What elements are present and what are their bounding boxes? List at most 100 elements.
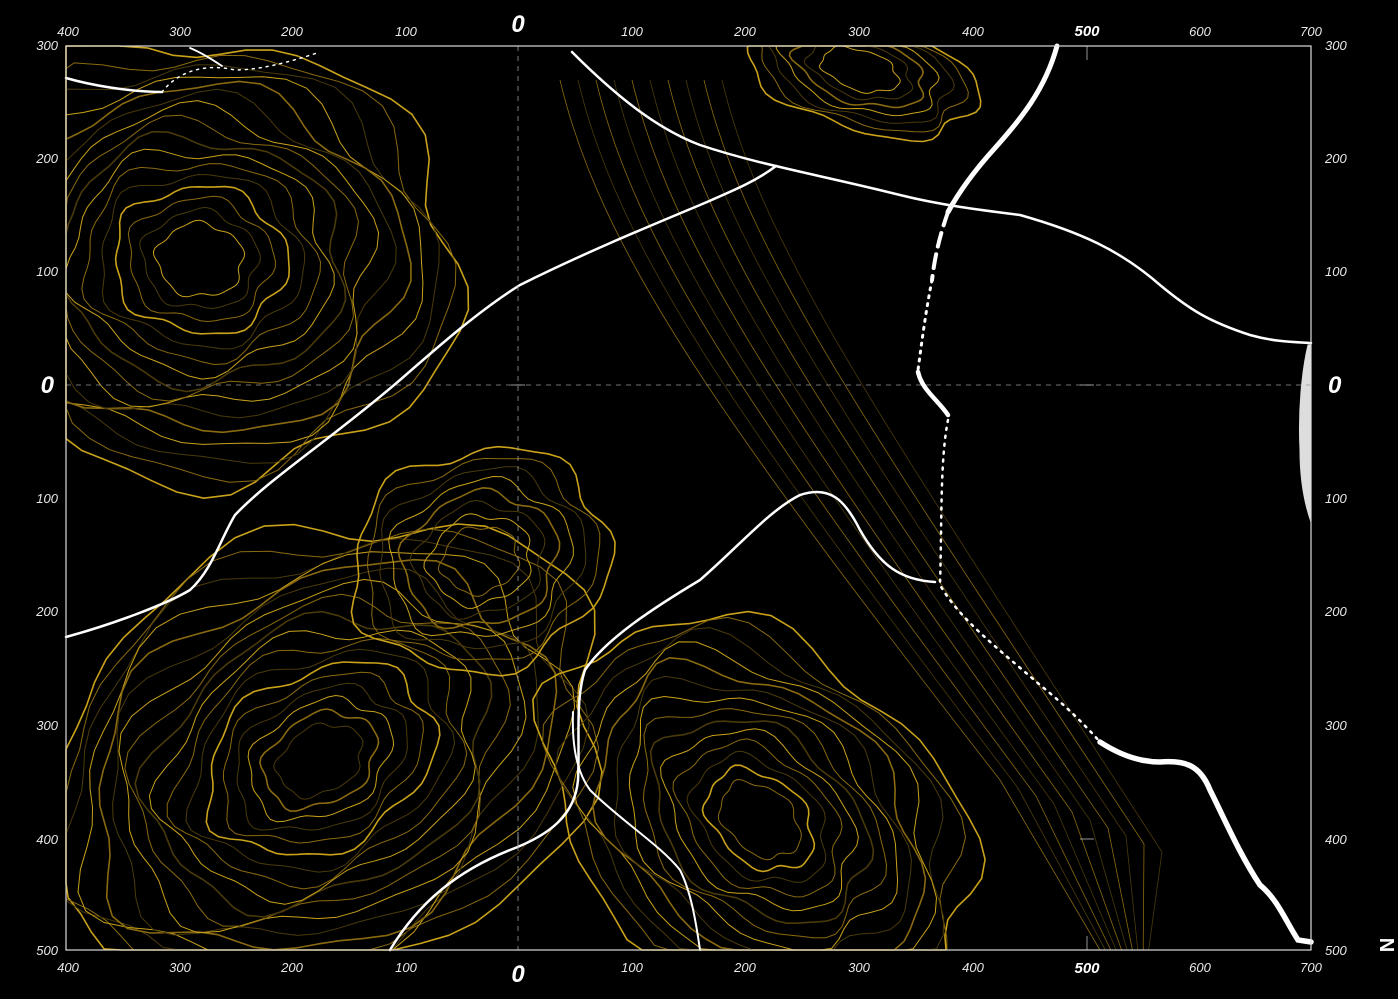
bottom-tick-10: 600 <box>1189 960 1211 975</box>
contour-line <box>803 45 914 101</box>
right-tick-2: 100 <box>1325 264 1347 279</box>
top-tick-6: 200 <box>733 24 756 39</box>
slope-line <box>559 79 1101 951</box>
grid-ticks <box>511 46 1094 950</box>
bottom-tick-8: 400 <box>962 960 984 975</box>
contour-line <box>124 593 511 927</box>
grid <box>66 46 1311 950</box>
top-tick-9: 500 <box>1074 23 1100 40</box>
contour-line <box>701 764 816 873</box>
slope-line <box>649 79 1128 951</box>
slope-line <box>703 79 1145 951</box>
contour-line <box>65 523 603 951</box>
map-frame <box>65 45 1312 951</box>
right-tick-4: 100 <box>1325 491 1347 506</box>
top-tick-7: 300 <box>848 24 870 39</box>
left-tick-6: 300 <box>36 718 58 733</box>
left-tick-3: 0 <box>41 372 55 399</box>
left-tick-0: 300 <box>36 38 58 53</box>
bottom-tick-5: 100 <box>621 960 643 975</box>
contour-line <box>77 551 576 951</box>
contour-line <box>101 174 306 350</box>
contour-line <box>686 750 827 883</box>
slope-line <box>685 79 1139 951</box>
contour-line <box>642 708 887 939</box>
left-tick-7: 400 <box>36 832 58 847</box>
contour-line <box>112 567 539 936</box>
axis-top: 400 300 200 100 0 100 200 300 400 500 60… <box>57 11 1322 40</box>
top-tick-0: 400 <box>57 24 79 39</box>
contour-line <box>409 499 546 620</box>
north-label-icon: N <box>1375 938 1397 952</box>
right-tick-7: 400 <box>1325 832 1347 847</box>
contour-line <box>127 195 276 322</box>
contour-line <box>397 487 561 630</box>
bottom-tick-11: 700 <box>1300 960 1322 975</box>
river-dashed <box>930 210 950 282</box>
contour-line <box>423 513 532 609</box>
contour-line <box>259 708 380 812</box>
top-tick-3: 100 <box>395 24 417 39</box>
road-dotted-top-left <box>161 51 321 93</box>
contour-line <box>366 457 601 661</box>
contour-line <box>628 696 899 951</box>
slope-line <box>667 79 1133 951</box>
top-tick-2: 200 <box>280 24 303 39</box>
contour-line <box>247 695 395 823</box>
left-tick-5: 200 <box>35 604 58 619</box>
axis-right: 300 200 100 0 100 200 300 400 500 <box>1324 38 1347 958</box>
contour-line <box>81 163 321 365</box>
bottom-tick-4: 0 <box>511 961 525 988</box>
slope-line <box>613 79 1117 951</box>
bottom-tick-6: 200 <box>733 960 756 975</box>
road-center-curve <box>388 490 937 952</box>
road-top-left-short <box>189 47 223 67</box>
axis-left: 300 200 100 0 100 200 300 400 500 <box>35 38 58 958</box>
road-top-left <box>64 76 164 94</box>
left-tick-4: 100 <box>36 491 58 506</box>
contour-line <box>236 682 408 831</box>
river-dotted <box>916 278 934 372</box>
top-tick-4: 0 <box>511 11 525 38</box>
contour-line <box>139 206 261 309</box>
right-tick-8: 500 <box>1325 943 1347 958</box>
road-center-down <box>571 711 701 951</box>
bottom-tick-3: 100 <box>395 960 417 975</box>
bottom-tick-9: 500 <box>1074 960 1100 977</box>
right-tick-5: 200 <box>1324 604 1347 619</box>
contour-line <box>273 722 364 800</box>
right-tick-0: 300 <box>1325 38 1347 53</box>
contour-line <box>388 476 574 637</box>
contour-line <box>205 661 441 856</box>
slope-line <box>595 79 1112 951</box>
left-tick-1: 200 <box>35 151 58 166</box>
top-tick-5: 100 <box>621 24 643 39</box>
bottom-tick-1: 300 <box>169 960 191 975</box>
contour-line <box>818 45 901 94</box>
contour-line <box>222 671 424 844</box>
bottom-tick-0: 400 <box>57 960 79 975</box>
slope-line <box>631 79 1122 951</box>
right-tick-1: 200 <box>1324 151 1347 166</box>
contour-line <box>166 637 468 890</box>
top-tick-11: 700 <box>1300 24 1322 39</box>
river-right-edge <box>1298 344 1312 523</box>
bottom-tick-7: 300 <box>848 960 870 975</box>
contour-line <box>134 610 493 918</box>
contour-line <box>437 526 521 597</box>
contour-line <box>148 629 476 905</box>
contour-line <box>717 779 802 861</box>
contour-line <box>185 648 456 873</box>
contour-line <box>672 738 843 898</box>
contour-line <box>660 728 859 912</box>
roads <box>64 43 1314 952</box>
contour-line <box>118 579 527 934</box>
axis-bottom: 400 300 200 100 0 100 200 300 400 500 60… <box>57 960 1322 988</box>
road-upper-arc <box>570 50 1313 345</box>
river-middle-dotted <box>938 418 1102 744</box>
river-bend <box>915 369 951 418</box>
slope-line <box>577 79 1106 951</box>
top-tick-10: 600 <box>1189 24 1211 39</box>
contour-line <box>152 219 246 298</box>
